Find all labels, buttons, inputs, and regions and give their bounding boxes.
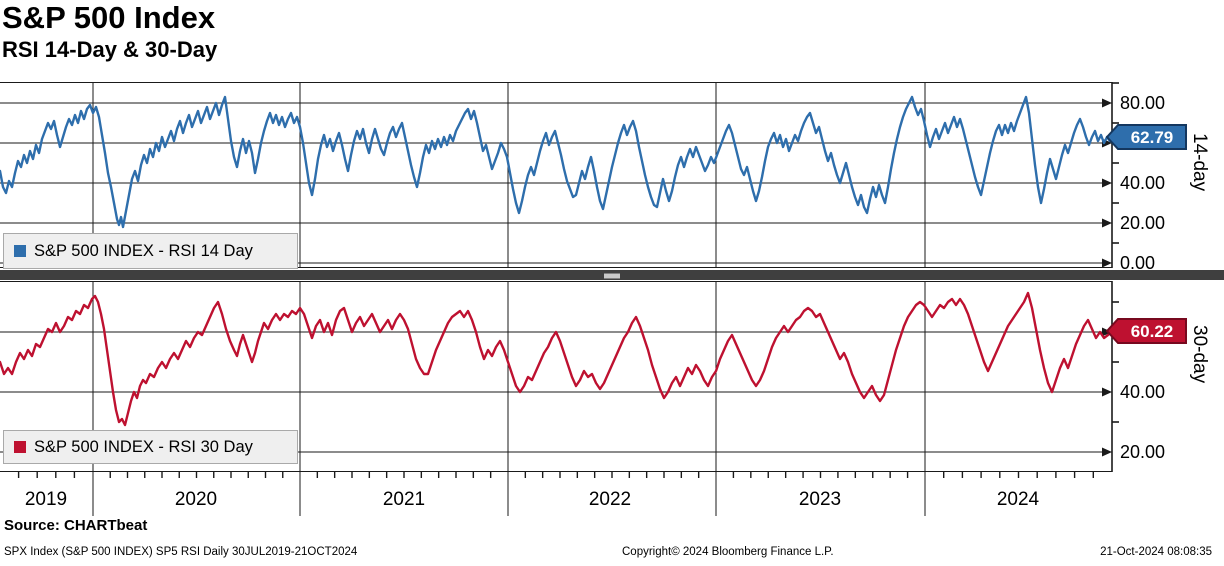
y-tick-label: 20.00 — [1120, 442, 1166, 462]
gridline-arrow-icon — [1102, 447, 1112, 457]
rsi30-legend[interactable]: S&P 500 INDEX - RSI 30 Day — [3, 430, 298, 464]
y-tick-label: 80.00 — [1120, 93, 1166, 113]
rsi30-last-value: 60.22 — [1131, 322, 1174, 341]
x-tick-year-label: 2024 — [996, 489, 1040, 510]
gridline-arrow-icon — [1102, 98, 1112, 108]
y-tick-label: 20.00 — [1120, 213, 1166, 233]
rsi14-last-value-badge: 62.79 — [1105, 123, 1188, 151]
gridline-arrow-icon — [1102, 218, 1112, 228]
page-title: S&P 500 Index — [2, 0, 216, 35]
y-tick-label: 40.00 — [1120, 173, 1166, 193]
x-tick-year-label: 2023 — [798, 489, 842, 510]
x-axis — [17, 472, 1095, 516]
rsi-30-day-line — [0, 291, 1114, 427]
splitter-grip-icon[interactable] — [604, 273, 620, 279]
x-tick-year-label: 2021 — [382, 489, 426, 510]
rsi30-plot-area[interactable] — [0, 281, 1120, 472]
x-tick-year-label: 2022 — [588, 489, 632, 510]
y-tick-label: 40.00 — [1120, 382, 1166, 402]
footer-timestamp: 21-Oct-2024 08:08:35 — [1100, 546, 1212, 558]
rsi14-legend-swatch-icon — [14, 245, 26, 257]
rsi-14-day-line — [0, 95, 1114, 229]
rsi14-legend[interactable]: S&P 500 INDEX - RSI 14 Day — [3, 233, 298, 269]
rsi14-last-value: 62.79 — [1131, 128, 1174, 147]
y-tick-label: 0.00 — [1120, 253, 1156, 273]
pane-splitter[interactable] — [0, 270, 1224, 280]
rsi30-axis-title: 30-day — [1189, 325, 1210, 384]
source-label: Source: CHARTbeat — [4, 517, 148, 534]
footer-copyright: Copyright© 2024 Bloomberg Finance L.P. — [622, 546, 834, 558]
page-subtitle: RSI 14-Day & 30-Day — [2, 37, 218, 62]
rsi14-legend-label: S&P 500 INDEX - RSI 14 Day — [34, 241, 253, 260]
gridline-arrow-icon — [1102, 258, 1112, 268]
footer-ticker-note: SPX Index (S&P 500 INDEX) SP5 RSI Daily … — [4, 546, 358, 558]
gridline-arrow-icon — [1102, 178, 1112, 188]
rsi30-last-value-badge: 60.22 — [1105, 317, 1188, 345]
rsi30-legend-swatch-icon — [14, 441, 26, 453]
rsi30-legend-label: S&P 500 INDEX - RSI 30 Day — [34, 437, 253, 456]
x-tick-year-label: 2020 — [174, 489, 218, 510]
x-tick-year-label: 2019 — [24, 489, 68, 510]
rsi14-axis-title: 14-day — [1189, 133, 1210, 192]
gridline-arrow-icon — [1102, 387, 1112, 397]
rsi14-plot-area[interactable] — [0, 82, 1120, 268]
